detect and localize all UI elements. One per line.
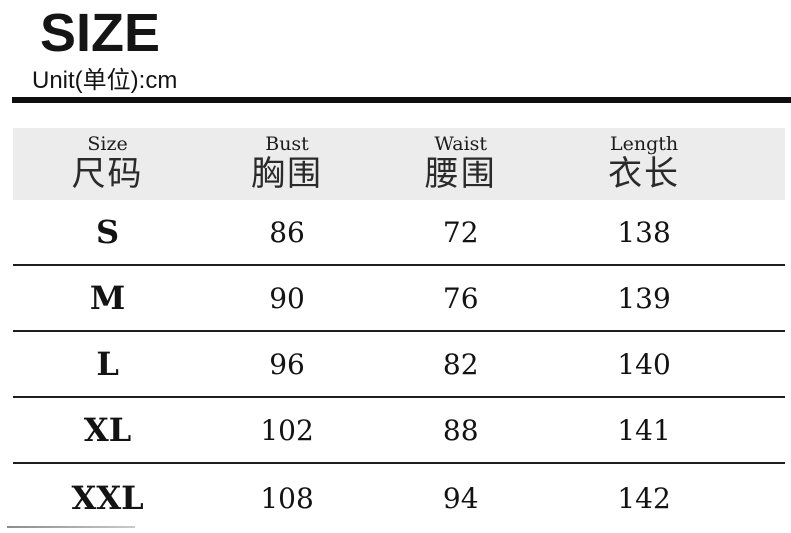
column-header-size: Size 尺码 [13, 132, 202, 195]
measurement-cell: 108 [260, 481, 314, 515]
measurement-cell: 139 [617, 281, 671, 315]
table-row-s: S 86 72 138 [13, 200, 785, 266]
column-header-bust: Bust 胸围 [202, 132, 372, 195]
column-header-en: Length [609, 132, 679, 155]
measurement-cell: 90 [269, 281, 305, 315]
table-body: S 86 72 138 M 90 76 139 L 96 82 140 XL 102 88 141 XXL 108… [13, 200, 785, 532]
measurement-cell: 141 [617, 413, 671, 447]
column-header-en: Waist [434, 132, 488, 155]
measurement-cell: 96 [269, 347, 305, 381]
bottom-partial-line [7, 526, 135, 528]
column-header-en: Size [87, 132, 128, 155]
size-label-cell: XXL [71, 479, 144, 517]
unit-label: Unit(单位):cm [32, 67, 178, 94]
measurement-cell: 86 [269, 215, 305, 249]
measurement-cell: 94 [442, 481, 479, 515]
size-label-cell: S [96, 213, 120, 251]
table-row-xxl: XXL 108 94 142 [13, 464, 785, 532]
size-label-cell: L [96, 345, 119, 383]
measurement-cell: 140 [617, 347, 671, 381]
measurement-cell: 88 [442, 413, 479, 447]
column-header-zh: 尺码 [71, 155, 144, 194]
size-table: Size 尺码 Bust 胸围 Waist 腰围 Length 衣长 S 86 72 138 M 90 7… [13, 128, 785, 532]
table-row-m: M 90 76 139 [13, 266, 785, 332]
column-header-waist: Waist 腰围 [372, 132, 550, 195]
column-header-zh: 衣长 [608, 155, 681, 194]
size-label-cell: M [89, 279, 126, 317]
measurement-cell: 76 [442, 281, 479, 315]
column-header-zh: 胸围 [251, 155, 324, 194]
measurement-cell: 102 [260, 413, 314, 447]
divider-bar [12, 97, 791, 103]
page-title: SIZE [40, 3, 161, 63]
table-row-l: L 96 82 140 [13, 332, 785, 398]
measurement-cell: 138 [617, 215, 671, 249]
table-row-xl: XL 102 88 141 [13, 398, 785, 464]
measurement-cell: 82 [442, 347, 479, 381]
measurement-cell: 142 [617, 481, 671, 515]
column-header-zh: 腰围 [424, 155, 497, 194]
size-label-cell: XL [83, 411, 132, 449]
measurement-cell: 72 [442, 215, 479, 249]
column-header-en: Bust [265, 132, 309, 155]
column-header-length: Length 衣长 [550, 132, 739, 195]
table-header-row: Size 尺码 Bust 胸围 Waist 腰围 Length 衣长 [13, 128, 785, 200]
